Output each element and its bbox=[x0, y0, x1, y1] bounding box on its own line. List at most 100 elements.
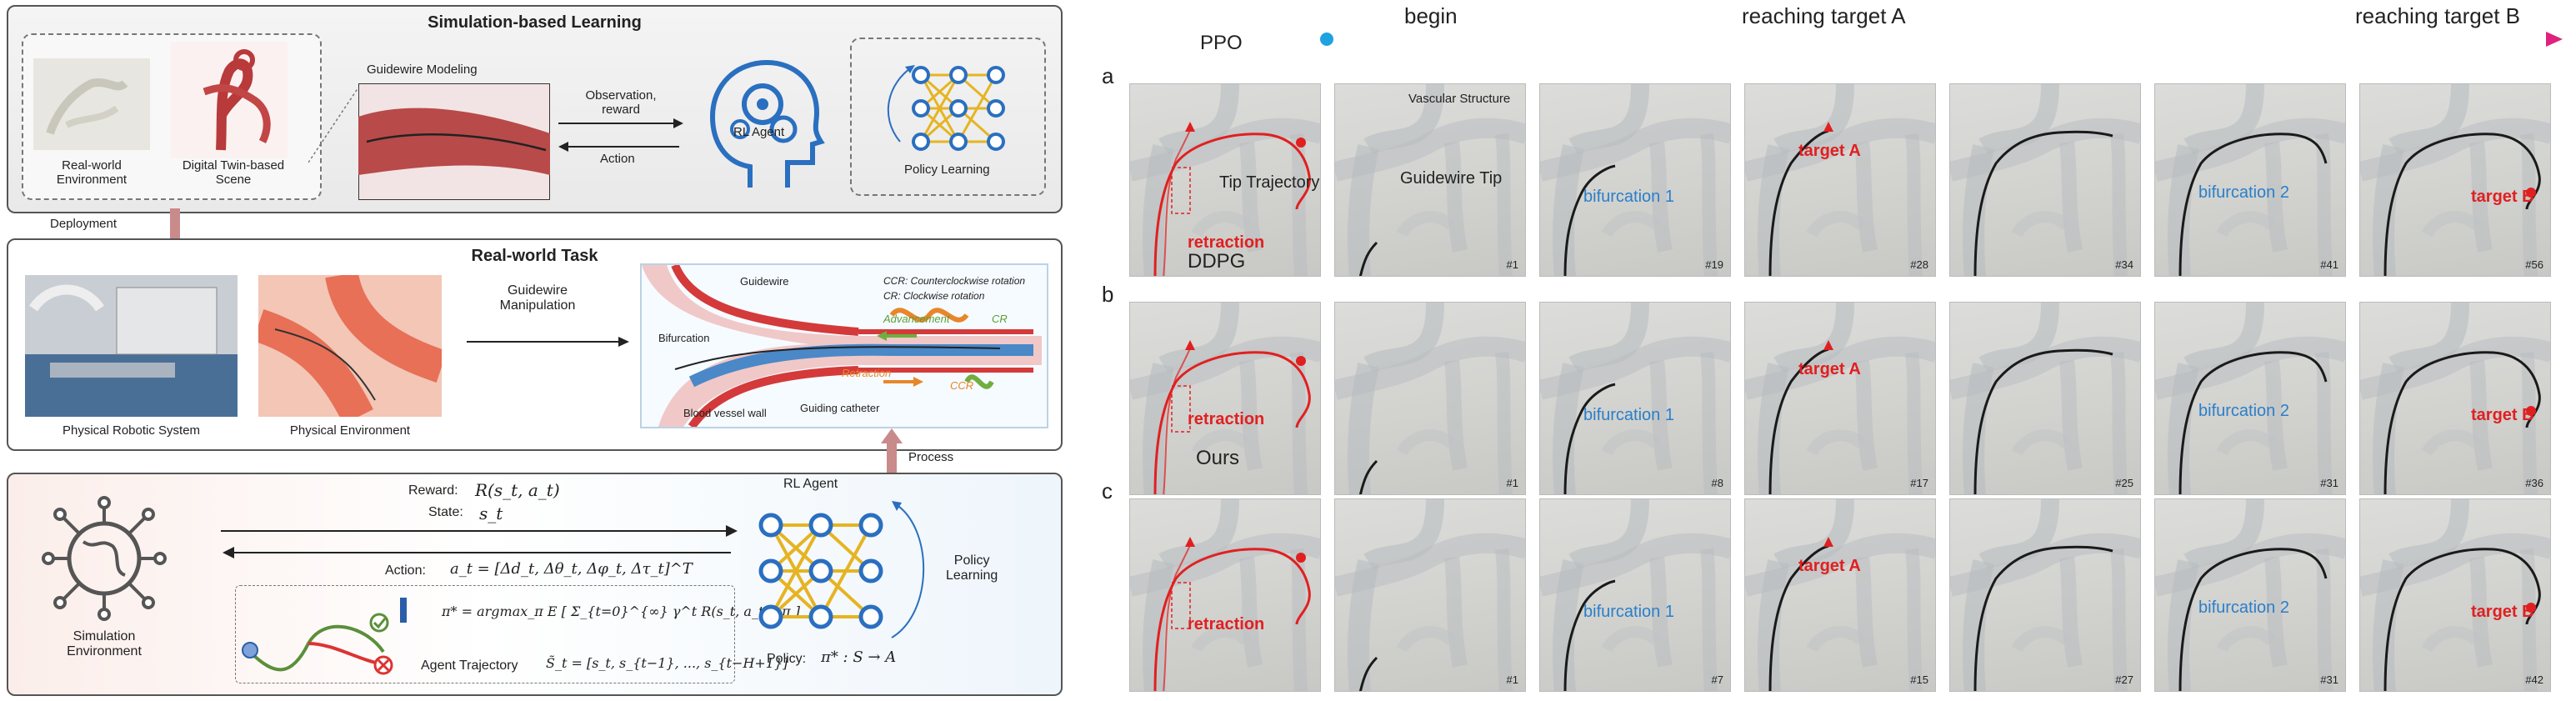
action-expression: a_t = [Δd_t, Δθ_t, Δφ_t, Δτ_t]^T bbox=[450, 560, 693, 578]
target-b-label: target B bbox=[2471, 188, 2534, 206]
physical-environment-label: Physical Environment bbox=[289, 423, 411, 438]
frame-thumbnail bbox=[1129, 83, 1321, 277]
frame-number: #1 bbox=[1506, 258, 1518, 271]
policy-learning-loop-arrow bbox=[891, 501, 925, 638]
physical-robotic-system-image bbox=[25, 275, 238, 417]
schema-bifurcation-label: Bifurcation bbox=[658, 332, 710, 344]
physical-environment-image bbox=[258, 275, 442, 417]
frame-number: #28 bbox=[1910, 258, 1928, 271]
rl-agent-head-icon bbox=[709, 59, 825, 188]
frame-number: #42 bbox=[2525, 673, 2543, 686]
row-letter: a bbox=[1102, 63, 1114, 88]
frame-drawing bbox=[1335, 84, 1525, 276]
timeline-arrow bbox=[1320, 32, 2563, 47]
guidewire-modeling-label: Guidewire Modeling bbox=[367, 63, 478, 77]
frame-number: #41 bbox=[2320, 258, 2338, 271]
frame-thumbnail: #17 bbox=[1744, 302, 1936, 495]
row-method-label: Ours bbox=[1196, 447, 1240, 469]
frame-drawing bbox=[1950, 499, 2140, 691]
reward-expression: R(s_t, a_t) bbox=[475, 480, 560, 500]
row-method-label: DDPG bbox=[1188, 250, 1246, 273]
frame-drawing bbox=[1950, 84, 2140, 276]
retraction-label: retraction bbox=[1188, 233, 1265, 252]
simulation-environment-icon bbox=[42, 496, 167, 621]
frame-drawing bbox=[2360, 499, 2550, 691]
frame-drawing bbox=[2155, 84, 2345, 276]
frame-thumbnail: #27 bbox=[1949, 498, 2141, 692]
frame-number: #34 bbox=[2115, 258, 2133, 271]
frame-number: #19 bbox=[1705, 258, 1723, 271]
frame-drawing bbox=[1540, 499, 1730, 691]
bifurcation-2-label: bifurcation 2 bbox=[2198, 402, 2289, 420]
frame-drawing bbox=[1950, 303, 2140, 494]
frame-thumbnail: #8 bbox=[1539, 302, 1731, 495]
frame-thumbnail: #1 bbox=[1334, 302, 1526, 495]
physical-robotic-system-label: Physical Robotic System bbox=[62, 423, 201, 438]
vessel-schema-drawing bbox=[642, 265, 1042, 427]
process-label: Process bbox=[908, 450, 954, 464]
target-b-label: target B bbox=[2471, 603, 2534, 621]
frame-thumbnail: #7 bbox=[1539, 498, 1731, 692]
frame-thumbnail: #1 bbox=[1334, 498, 1526, 692]
frame-thumbnail: #25 bbox=[1949, 302, 2141, 495]
frame-thumbnail: #56 bbox=[2359, 83, 2551, 277]
process-arrow bbox=[881, 428, 903, 478]
observation-action-arrows bbox=[558, 118, 683, 152]
policy-objective-equation: π* = argmax_π E [ Σ_{t=0}^{∞} γ^t R(s_t,… bbox=[442, 603, 801, 619]
frame-number: #27 bbox=[2115, 673, 2133, 686]
frame-number: #1 bbox=[1506, 477, 1518, 489]
target-a-label: target A bbox=[1798, 142, 1861, 160]
frame-thumbnail: #36 bbox=[2359, 302, 2551, 495]
real-world-environment-label: Real-world Environment bbox=[56, 158, 128, 187]
schema-catheter-label: Guiding catheter bbox=[800, 402, 880, 414]
frame-drawing bbox=[1130, 84, 1320, 276]
digital-twin-label: Digital Twin-based Scene bbox=[182, 158, 285, 187]
frame-number: #36 bbox=[2525, 477, 2543, 489]
frame-number: #31 bbox=[2320, 477, 2338, 489]
schema-guidewire-label: Guidewire bbox=[740, 275, 789, 288]
policy-network-icon bbox=[887, 65, 1005, 151]
real-world-environment-image bbox=[33, 58, 150, 150]
frame-number: #17 bbox=[1910, 477, 1928, 489]
frame-thumbnail: #31 bbox=[2154, 302, 2346, 495]
schema-cr-definition: CR: Clockwise rotation bbox=[883, 290, 985, 302]
framework-panel bbox=[7, 473, 1063, 696]
frame-thumbnail: #41 bbox=[2154, 83, 2346, 277]
target-a-label: target A bbox=[1798, 557, 1861, 575]
trajectory-expression: S̃_t = [s_t, s_{t−1}, ..., s_{t−H+1}] bbox=[546, 655, 788, 671]
rl-agent-label: RL Agent bbox=[733, 125, 785, 139]
schema-ccr-label: CCR bbox=[950, 379, 974, 392]
frame-drawing bbox=[1335, 303, 1525, 494]
frame-drawing bbox=[1540, 303, 1730, 494]
frame-drawing bbox=[2360, 84, 2550, 276]
frame-drawing bbox=[1130, 499, 1320, 691]
trajectory-box bbox=[235, 585, 735, 683]
guidewire-tip-label: Guidewire Tip bbox=[1400, 169, 1503, 188]
frame-number: #25 bbox=[2115, 477, 2133, 489]
frame-thumbnail: #42 bbox=[2359, 498, 2551, 692]
guidewire-modeling-image bbox=[358, 83, 550, 200]
timeline-target-a-label: reaching target A bbox=[1742, 3, 1906, 28]
frame-drawing bbox=[1335, 499, 1525, 691]
schema-advancement-label: Advancement bbox=[883, 313, 950, 325]
frame-thumbnail: #31 bbox=[2154, 498, 2346, 692]
frame-drawing bbox=[1540, 84, 1730, 276]
action-bottom-label: Action: bbox=[385, 563, 426, 578]
policy-learning-box bbox=[850, 38, 1046, 196]
state-reward-action-arrows bbox=[221, 525, 738, 558]
frame-number: #1 bbox=[1506, 673, 1518, 686]
frame-number: #8 bbox=[1711, 477, 1723, 489]
frame-thumbnail: #1 bbox=[1334, 83, 1526, 277]
frame-number: #31 bbox=[2320, 673, 2338, 686]
timeline-target-b-label: reaching target B bbox=[2355, 3, 2521, 28]
frame-thumbnail bbox=[1129, 498, 1321, 692]
agent-trajectory-label: Agent Trajectory bbox=[421, 658, 518, 673]
real-world-task-title: Real-world Task bbox=[471, 247, 598, 265]
frame-drawing bbox=[2155, 303, 2345, 494]
modeling-connector bbox=[308, 87, 359, 163]
frame-drawing bbox=[2155, 499, 2345, 691]
digital-twin-image bbox=[171, 42, 288, 158]
schema-vessel-wall-label: Blood vessel wall bbox=[683, 407, 767, 419]
deployment-label: Deployment bbox=[50, 217, 118, 231]
frame-number: #15 bbox=[1910, 673, 1928, 686]
